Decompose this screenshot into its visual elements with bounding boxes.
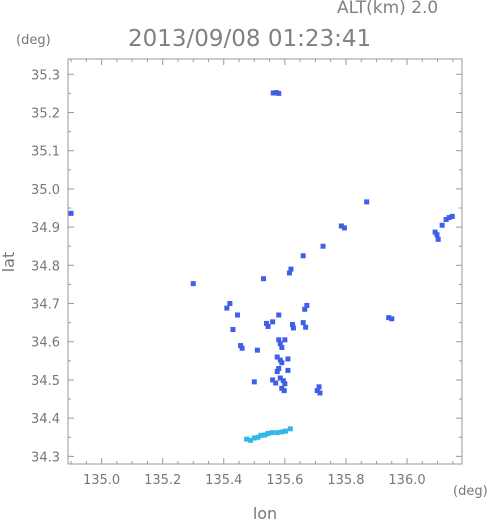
echo-point <box>230 327 236 333</box>
y-unit-label: (deg) <box>16 33 51 48</box>
weak-echo-point <box>287 426 293 432</box>
echo-point <box>276 90 282 96</box>
y-axis-label: lat <box>0 252 18 273</box>
echo-point <box>274 354 280 360</box>
weak-echo-point <box>248 437 254 443</box>
echo-point <box>251 379 257 385</box>
echo-point <box>260 276 266 282</box>
plot-frame <box>67 58 463 465</box>
echo-point <box>303 324 309 330</box>
echo-point <box>432 229 438 235</box>
echo-point <box>386 315 392 321</box>
echo-point <box>235 312 241 318</box>
echo-point <box>285 367 291 373</box>
y-tick-label: 34.9 <box>31 221 60 236</box>
y-tick-label: 34.5 <box>31 374 60 389</box>
weak-echo-point <box>251 435 257 441</box>
weak-echo-point <box>279 429 285 435</box>
weak-echo-point <box>282 428 288 434</box>
x-axis-label: lon <box>253 504 277 521</box>
y-tick-label: 34.8 <box>31 259 60 274</box>
echo-point <box>254 347 260 353</box>
echo-point <box>276 312 282 318</box>
echo-point <box>286 270 292 276</box>
echo-point <box>280 378 286 384</box>
y-tick-label: 35.2 <box>31 106 60 121</box>
echo-point <box>302 306 308 312</box>
echo-point <box>277 341 283 347</box>
weak-echo-point <box>274 430 280 436</box>
echo-point <box>285 356 291 362</box>
weak-echo-point <box>255 434 261 440</box>
y-tick-label: 35.1 <box>31 145 60 160</box>
echo-point <box>277 357 283 363</box>
y-tick-label: 34.6 <box>31 336 60 351</box>
echo-point <box>190 281 196 287</box>
y-tick-label: 34.4 <box>31 412 60 427</box>
echo-point <box>320 243 326 249</box>
x-unit-label: (deg) <box>453 484 488 499</box>
y-tick-label: 35.3 <box>31 68 60 83</box>
weak-echo-point <box>244 436 250 442</box>
echo-point <box>300 253 306 259</box>
echo-point <box>270 377 276 383</box>
weak-echo-point <box>269 430 275 436</box>
echo-point <box>227 301 233 307</box>
echo-point <box>364 199 370 205</box>
echo-point <box>338 223 344 229</box>
echo-point <box>439 222 445 228</box>
x-tick-label: 135.2 <box>144 473 181 488</box>
echo-point <box>270 319 276 325</box>
echo-point <box>238 343 244 349</box>
x-tick-label: 135.8 <box>327 473 364 488</box>
echo-point <box>282 337 288 343</box>
y-tick-label: 34.7 <box>31 298 60 313</box>
echo-point <box>449 213 455 219</box>
echo-point <box>435 236 441 242</box>
echo-point <box>304 302 310 308</box>
x-tick-label: 135.6 <box>266 473 303 488</box>
echo-point <box>277 375 283 381</box>
echo-point <box>265 323 271 329</box>
echo-point <box>279 344 285 350</box>
weak-echo-point <box>265 430 271 436</box>
weak-echo-point <box>262 432 268 438</box>
echo-point <box>443 216 449 222</box>
echo-point <box>282 381 288 387</box>
y-tick-label: 34.3 <box>31 450 60 465</box>
x-tick-label: 135.0 <box>83 473 120 488</box>
echo-point <box>276 365 282 371</box>
echo-point <box>446 215 452 221</box>
echo-point <box>288 266 294 272</box>
x-tick-label: 135.4 <box>205 473 242 488</box>
echo-point <box>434 232 440 238</box>
echo-point <box>224 305 230 311</box>
chart-title: 2013/09/08 01:23:41 <box>128 26 372 52</box>
echo-point <box>276 337 282 343</box>
echo-point <box>273 380 279 386</box>
echo-point <box>300 320 306 326</box>
echo-point <box>68 210 74 216</box>
y-tick-label: 35.0 <box>31 183 60 198</box>
echo-point <box>314 388 320 394</box>
echo-point <box>389 316 395 322</box>
echo-point <box>289 322 295 328</box>
echo-point <box>270 90 276 96</box>
altitude-label: ALT(km) 2.0 <box>337 0 439 18</box>
echo-point <box>316 384 322 390</box>
echo-point <box>317 390 323 396</box>
x-tick-label: 136.0 <box>388 473 425 488</box>
echo-point <box>279 360 285 366</box>
echo-point <box>290 325 296 331</box>
echo-point <box>274 369 280 375</box>
echo-point <box>281 388 287 394</box>
echo-point <box>341 225 347 231</box>
echo-point <box>264 320 270 326</box>
echo-point <box>239 345 245 351</box>
weak-echo-point <box>258 432 264 438</box>
